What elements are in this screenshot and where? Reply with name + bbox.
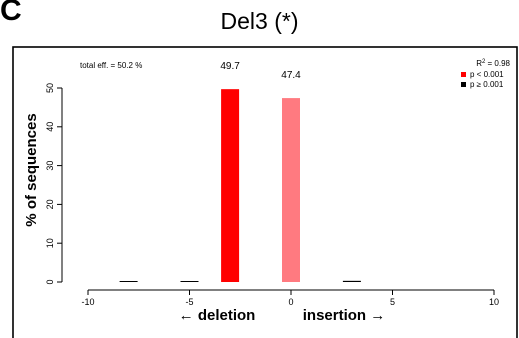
bars-group — [119, 89, 361, 282]
legend-label-0: p < 0.001 — [470, 70, 504, 79]
y-tick-label-40: 40 — [45, 122, 55, 132]
y-tick-label-10: 10 — [45, 238, 55, 248]
panel-label: C — [0, 0, 22, 27]
x-axis-label-insertion: insertion → — [303, 307, 386, 324]
x-tick-label--5: -5 — [185, 297, 193, 307]
data-label-x0: 47.4 — [281, 70, 301, 81]
y-tick-label-30: 30 — [45, 161, 55, 171]
x-tick-label--10: -10 — [81, 297, 94, 307]
data-label-x-3: 49.7 — [220, 61, 240, 72]
x-tick-label-5: 5 — [390, 297, 395, 307]
x-tick-label-10: 10 — [489, 297, 499, 307]
bar-x3 — [342, 280, 361, 282]
y-tick-label-0: 0 — [45, 279, 55, 284]
x-tick-label-0: 0 — [288, 297, 293, 307]
x-axis: -10 -5 0 5 10 — [81, 289, 499, 307]
r-squared-label: R2 = 0.98 — [476, 59, 510, 68]
total-efficiency-annotation: total eff. = 50.2 % — [80, 61, 142, 70]
plot-frame — [12, 46, 518, 338]
legend-swatch-1 — [461, 82, 466, 87]
y-axis-label: % of sequences — [23, 113, 40, 226]
chart-title: Del3 (*) — [220, 8, 299, 34]
y-tick-label-20: 20 — [45, 199, 55, 209]
bar-x-5 — [180, 281, 199, 282]
bar-x-8 — [119, 281, 138, 282]
x-axis-label-deletion: ← deletion — [179, 307, 256, 324]
y-axis: 0 10 20 30 40 50 — [45, 83, 63, 285]
data-labels-group: 49.7 47.4 — [220, 61, 301, 81]
y-tick-label-50: 50 — [45, 83, 55, 93]
bar-x-3 — [221, 89, 240, 282]
legend-label-1: p ≥ 0.001 — [470, 80, 504, 89]
legend-swatch-0 — [461, 72, 466, 77]
bar-x0 — [282, 98, 300, 282]
